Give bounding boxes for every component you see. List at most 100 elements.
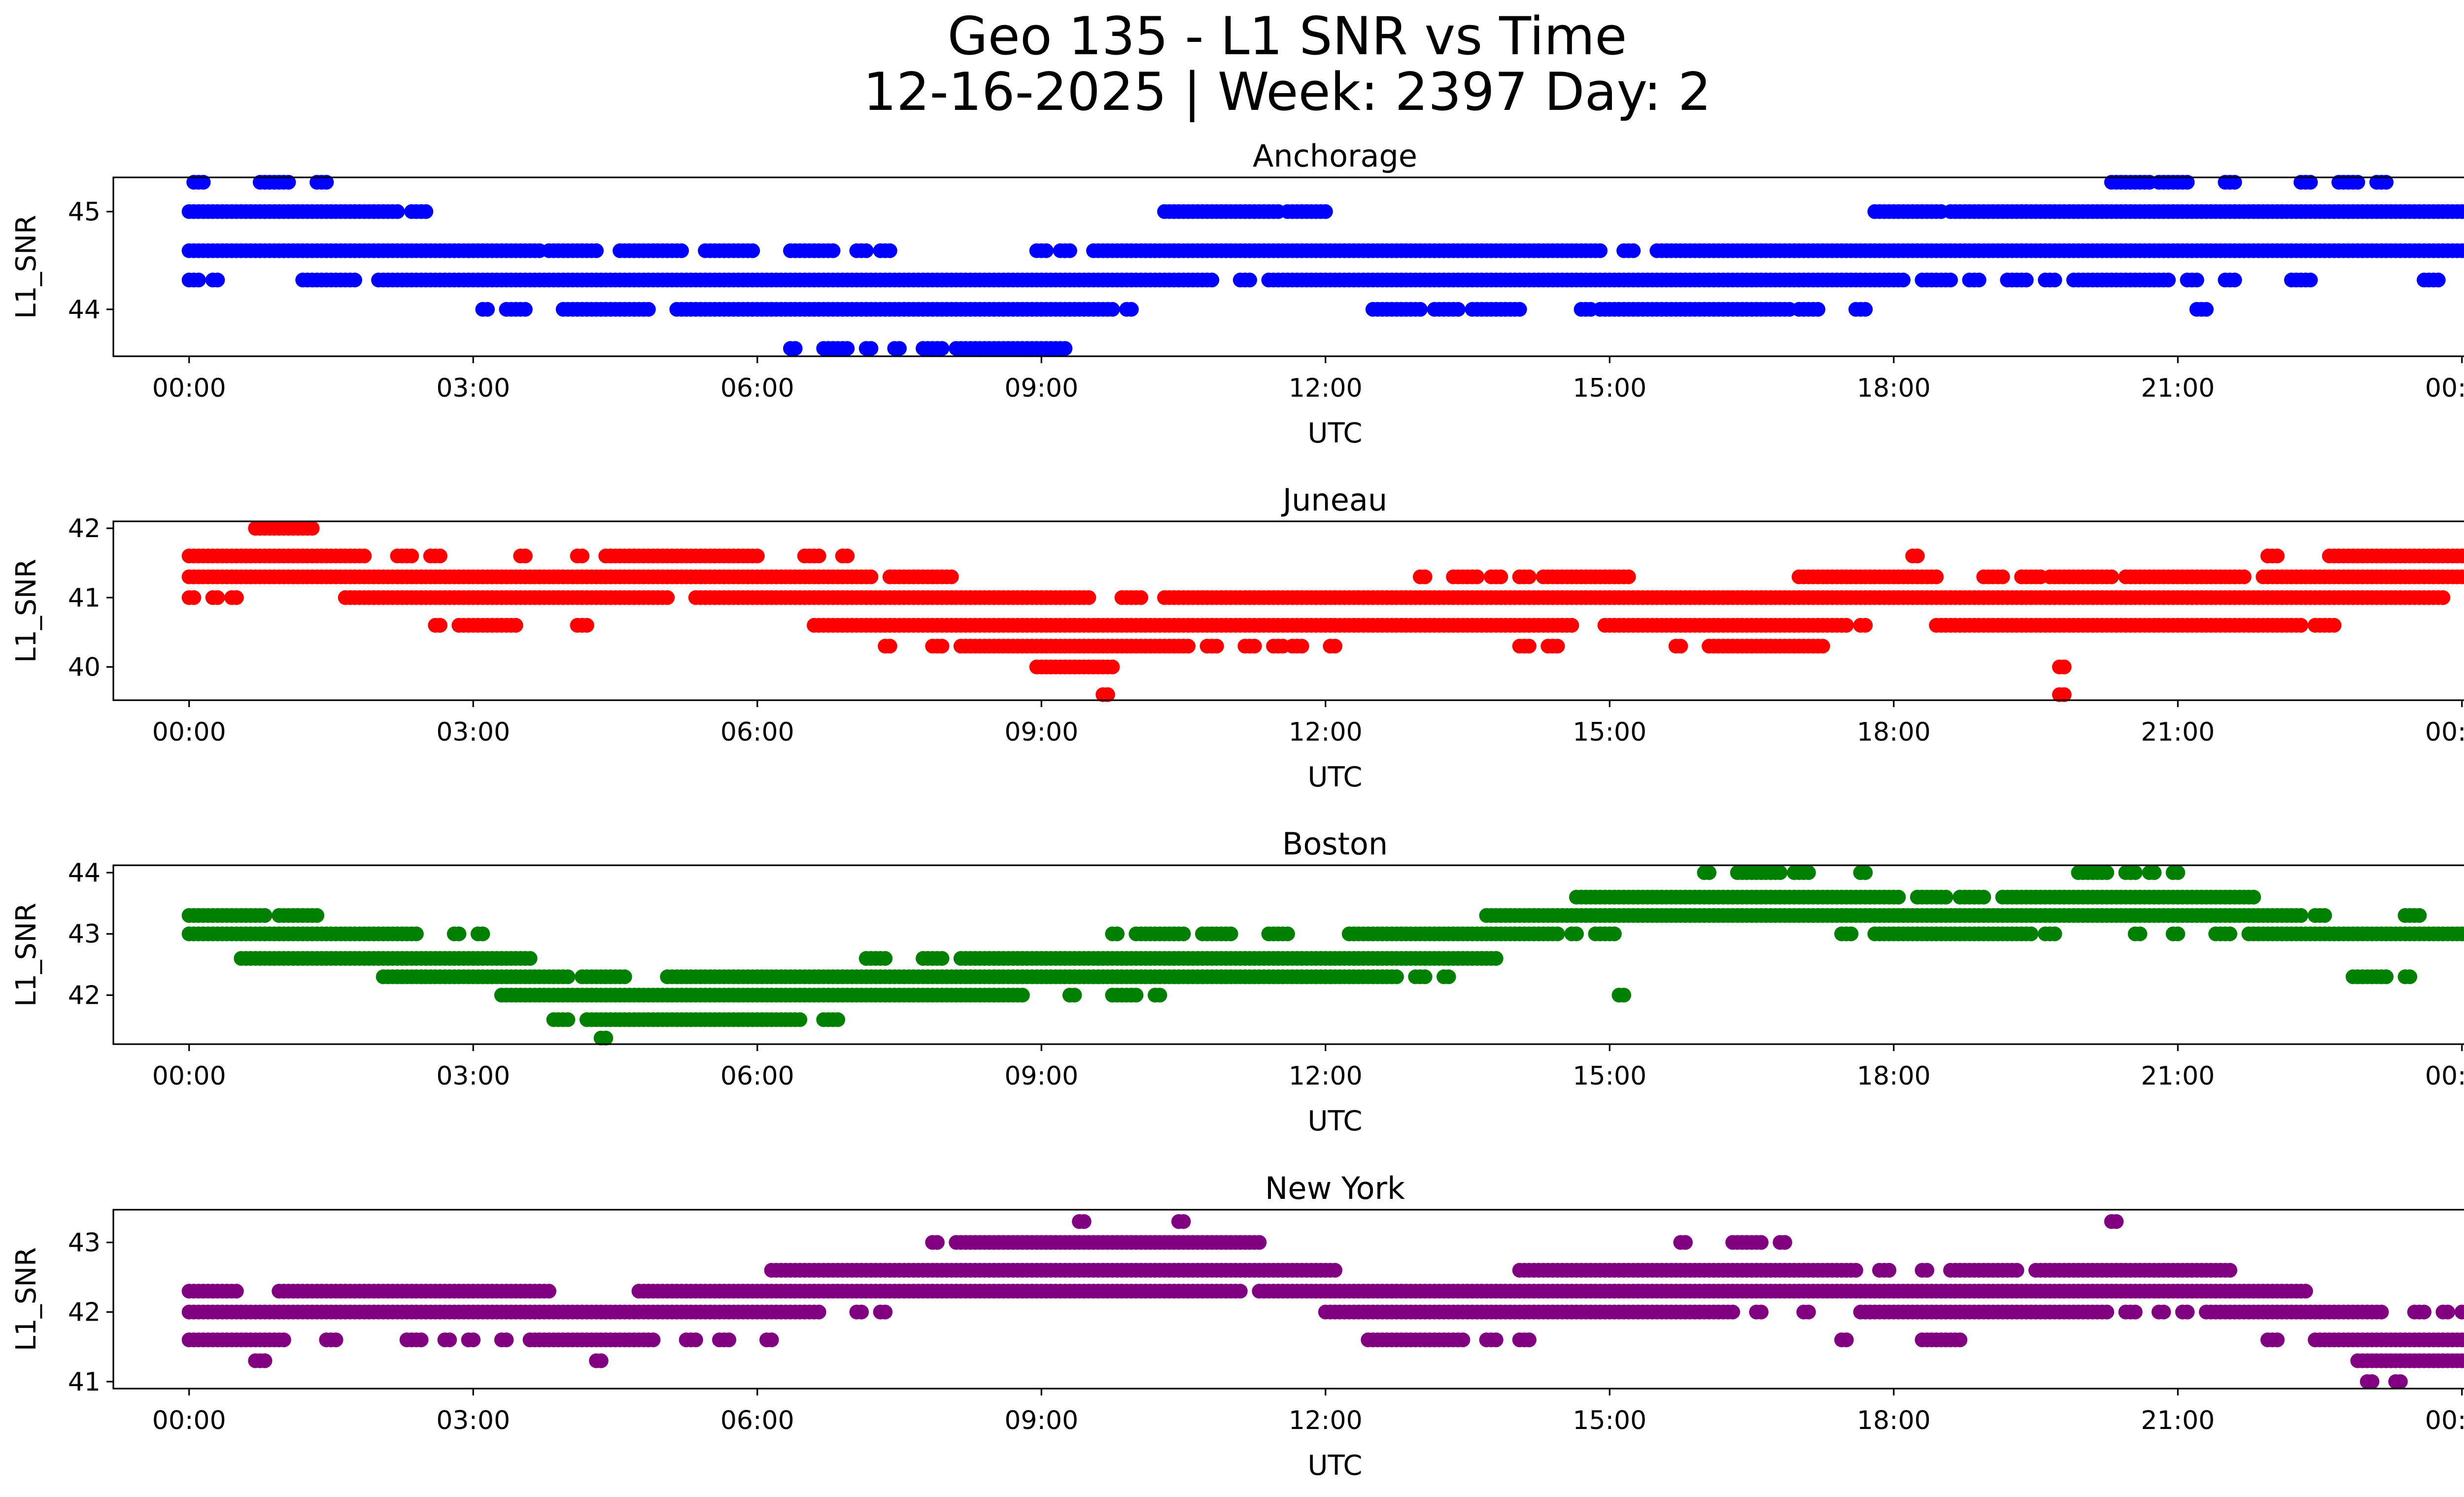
anchorage-point-44: [1451, 302, 1466, 317]
anchorage-point-44-3: [2303, 272, 2318, 287]
boston-x-tick-label: 12:00: [1289, 1061, 1363, 1091]
juneau-y-tick-label: 40: [68, 652, 101, 682]
boston-point-42-6: [935, 951, 950, 966]
boston-point-43: [2024, 926, 2039, 941]
anchorage-point-44-3: [347, 272, 362, 287]
new-york-y-axis-label: L1_SNR: [10, 1247, 42, 1351]
juneau-point-42: [305, 521, 320, 536]
juneau-point-41: [210, 590, 225, 605]
anchorage-point-44: [1811, 302, 1825, 317]
juneau-point-40: [2057, 660, 2072, 675]
anchorage-point-44-6: [589, 243, 604, 258]
new-york-point-42: [2417, 1305, 2431, 1320]
boston-point-43-6: [1939, 890, 1953, 905]
anchorage-point-44-3: [2227, 272, 2242, 287]
juneau-point-40-3: [935, 639, 950, 653]
boston-point-44: [2099, 865, 2114, 880]
new-york-point-42: [1725, 1305, 1740, 1320]
new-york-point-42: [1801, 1305, 1816, 1320]
juneau-point-41-6: [812, 548, 826, 563]
boston-x-tick-label: 15:00: [1573, 1061, 1646, 1091]
anchorage-point-45: [1318, 204, 1333, 219]
juneau-point-40-6: [509, 618, 523, 633]
juneau-point-41: [2435, 590, 2450, 605]
juneau-point-41-6: [518, 548, 533, 563]
boston-point-41-6: [560, 1012, 575, 1027]
boston-y-tick-label: 44: [68, 858, 101, 888]
boston-point-42-3: [1441, 969, 1456, 984]
anchorage-point-43-6: [840, 341, 855, 356]
juneau-point-41-3: [1621, 570, 1636, 584]
boston-points: [182, 865, 2464, 1046]
boston-point-43: [2170, 926, 2185, 941]
new-york-point-43: [1754, 1235, 1769, 1250]
new-york-point-42: [854, 1305, 869, 1320]
new-york-point-43: [1778, 1235, 1792, 1250]
boston-y-axis-label: L1_SNR: [10, 903, 42, 1007]
anchorage-point-44: [641, 302, 656, 317]
juneau-point-41-6: [2270, 548, 2285, 563]
anchorage-point-44-3: [1943, 272, 1958, 287]
juneau-point-41-3: [1929, 570, 1944, 584]
boston-panel-title: Boston: [1282, 826, 1388, 862]
figure-title-line1: Geo 135 - L1 SNR vs Time: [947, 6, 1627, 67]
boston-point-43-3: [2317, 908, 2332, 923]
juneau-point-41-6: [840, 548, 855, 563]
new-york-x-axis-label: UTC: [1307, 1450, 1362, 1482]
anchorage-point-44: [480, 302, 495, 317]
anchorage-point-43-6: [1058, 341, 1072, 356]
juneau-point-41-3: [1995, 570, 2010, 584]
boston-x-tick-label: 06:00: [720, 1061, 794, 1091]
boston-point-41-6: [792, 1012, 807, 1027]
anchorage-x-tick-label: 12:00: [1289, 374, 1363, 403]
new-york-point-42-3: [229, 1284, 244, 1298]
anchorage-point-43-6: [863, 341, 878, 356]
juneau-point-41-3: [2104, 570, 2119, 584]
anchorage-point-45: [390, 204, 405, 219]
boston-point-42-3: [2379, 969, 2394, 984]
boston-point-43: [1280, 926, 1295, 941]
new-york-point-42: [2374, 1305, 2389, 1320]
boston-point-43: [1607, 926, 1622, 941]
boston-point-43: [1224, 926, 1238, 941]
boston-point-44: [1801, 865, 1816, 880]
boston-point-43-3: [258, 908, 273, 923]
new-york-panel-title: New York: [1265, 1170, 1405, 1206]
boston-point-43: [1176, 926, 1191, 941]
juneau-point-41-6: [750, 548, 765, 563]
juneau-point-41-3: [1493, 570, 1508, 584]
boston-point-42-3: [560, 969, 575, 984]
juneau-point-40-3: [1328, 639, 1342, 653]
anchorage-x-axis-label: UTC: [1307, 417, 1362, 449]
boston-point-44: [1773, 865, 1787, 880]
anchorage-point-44-3: [2431, 272, 2446, 287]
anchorage-points: [182, 175, 2464, 356]
new-york-point-42: [812, 1305, 826, 1320]
juneau-point-41-3: [1418, 570, 1433, 584]
juneau-point-40-6: [580, 618, 594, 633]
juneau-y-tick-label: 42: [68, 514, 101, 544]
anchorage-point-44-6: [674, 243, 689, 258]
new-york-point-42-6: [1848, 1263, 1863, 1278]
juneau-y-axis-label: L1_SNR: [10, 559, 42, 663]
boston-point-43-3: [2412, 908, 2427, 923]
boston-point-43: [451, 926, 466, 941]
juneau-x-tick-label: 18:00: [1857, 717, 1931, 747]
anchorage-point-44-3: [1204, 272, 1219, 287]
anchorage-y-tick-label: 44: [68, 295, 101, 325]
anchorage-x-tick-label: 00:00: [2425, 374, 2464, 403]
new-york-point-43-3: [1176, 1214, 1191, 1229]
new-york-point-43: [1252, 1235, 1266, 1250]
new-york-point-42-3: [1233, 1284, 1248, 1298]
anchorage-point-44-3: [2161, 272, 2176, 287]
boston-point-43-6: [2246, 890, 2261, 905]
boston-point-44: [2170, 865, 2185, 880]
anchorage-y-axis-label: L1_SNR: [10, 215, 42, 319]
anchorage-point-44-3: [191, 272, 206, 287]
new-york-point-42-6: [1882, 1263, 1896, 1278]
anchorage-point-44-6: [1039, 243, 1054, 258]
